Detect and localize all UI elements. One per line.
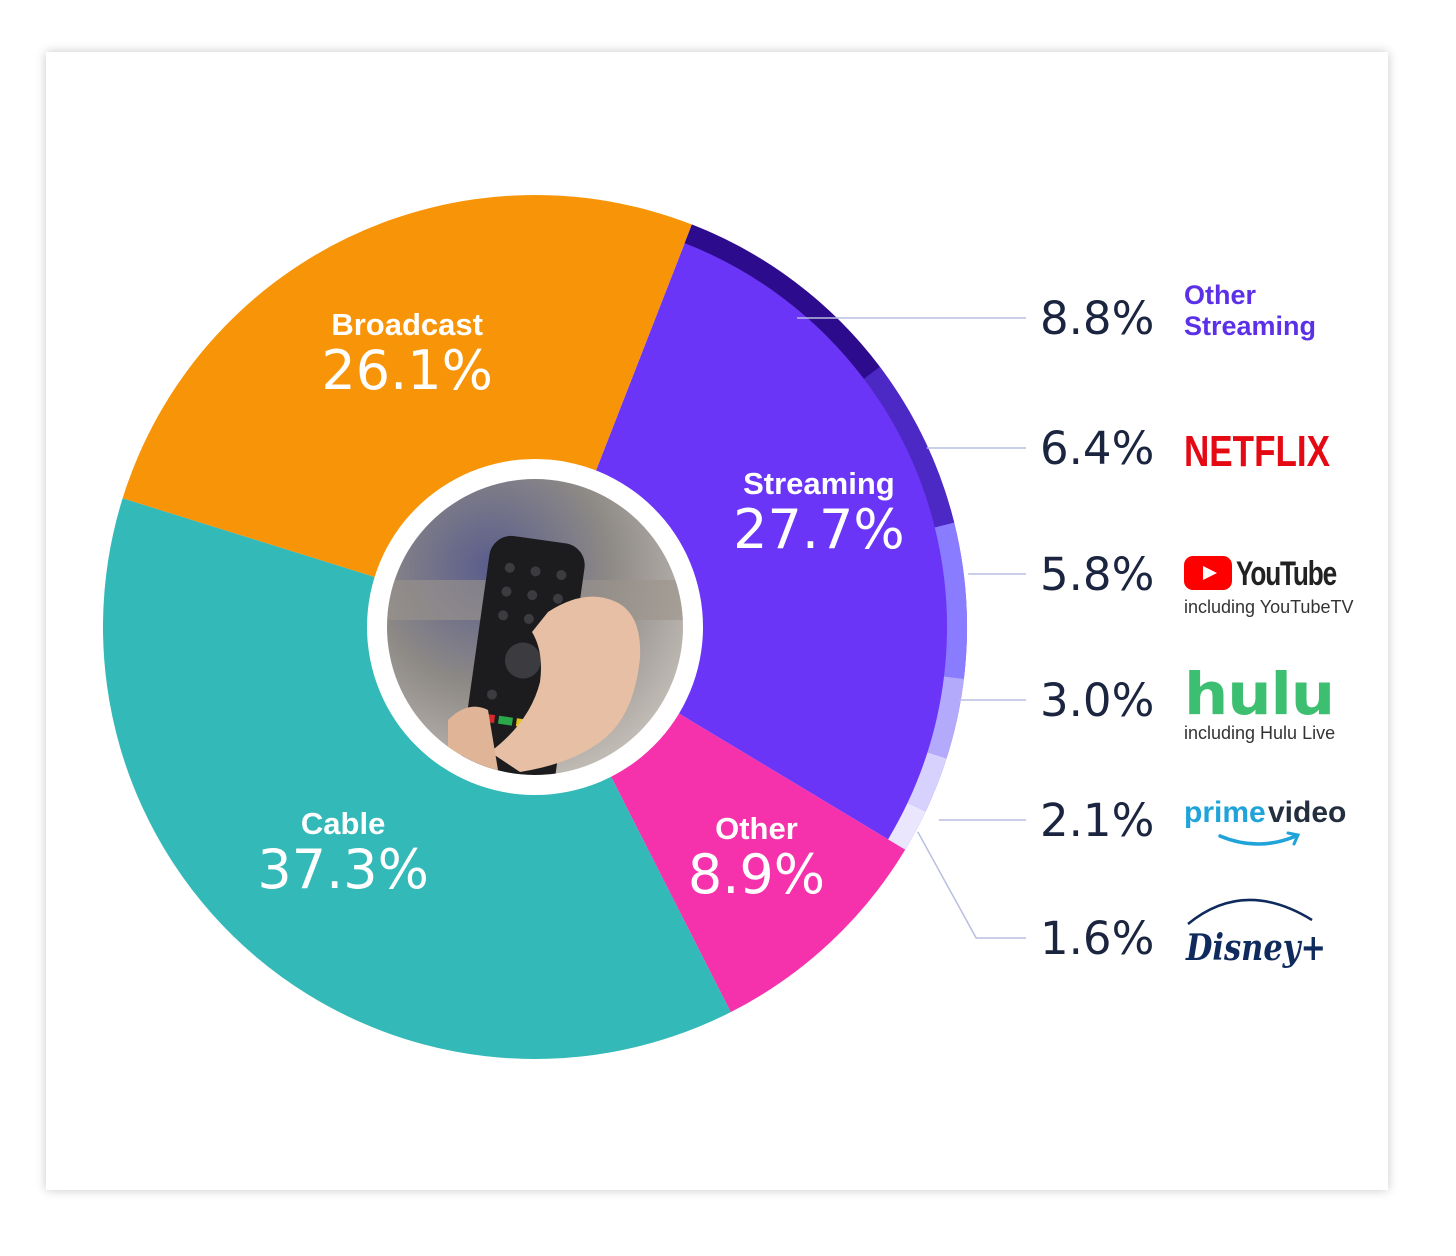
disney-plus-logo: Disney+ — [1185, 898, 1326, 969]
ring-arc-netflix — [863, 366, 955, 528]
legend-value-youtube: 5.8% — [1040, 548, 1154, 601]
slice-label-streaming: Streaming — [743, 466, 895, 501]
hulu-wordmark: hulu — [1184, 660, 1334, 728]
legend-value-hulu: 3.0% — [1040, 674, 1154, 727]
ring-arc-youtube — [934, 522, 967, 679]
slice-label-broadcast: Broadcast — [331, 307, 483, 342]
tv-remote-photo — [367, 459, 703, 795]
slice-streaming — [535, 224, 967, 850]
legend-value-prime-video: 2.1% — [1040, 794, 1154, 847]
ring-arc-other-streaming — [684, 224, 880, 379]
slice-value-other: 8.9% — [688, 843, 825, 906]
slice-label-cable: Cable — [301, 806, 385, 841]
prime-wordmark: prime — [1184, 796, 1266, 829]
ring-arc-disney — [888, 802, 926, 850]
prime-video-logo: prime video — [1184, 796, 1346, 846]
ring-arc-prime-video — [907, 752, 947, 812]
prime-smile-icon — [1218, 834, 1298, 846]
slice-value-broadcast: 26.1% — [321, 339, 493, 402]
netflix-logo: NETFLIX — [1184, 427, 1330, 476]
youtube-wordmark: YouTube — [1236, 555, 1336, 593]
disney-arc-icon — [1187, 898, 1313, 925]
slice-value-cable: 37.3% — [257, 838, 429, 901]
other-streaming-label-line: Streaming — [1184, 311, 1316, 341]
slice-value-streaming: 27.7% — [733, 498, 905, 561]
disney-plus-wordmark: Disney+ — [1185, 927, 1326, 969]
ring-arc-hulu — [927, 676, 964, 759]
legend-value-disney: 1.6% — [1040, 912, 1154, 965]
hulu-subtitle: including Hulu Live — [1184, 723, 1335, 743]
leader-line-disney — [917, 831, 1026, 939]
slice-cable — [102, 498, 731, 1060]
netflix-wordmark: NETFLIX — [1184, 427, 1330, 476]
legend-value-other-streaming: 8.8% — [1040, 292, 1154, 345]
youtube-subtitle: including YouTubeTV — [1184, 597, 1353, 617]
youtube-logo: YouTube including YouTubeTV — [1184, 555, 1353, 617]
video-wordmark: video — [1268, 796, 1346, 829]
legend-value-netflix: 6.4% — [1040, 422, 1154, 475]
other-streaming-label-line: Other — [1184, 280, 1257, 310]
slice-label-other: Other — [715, 811, 798, 846]
